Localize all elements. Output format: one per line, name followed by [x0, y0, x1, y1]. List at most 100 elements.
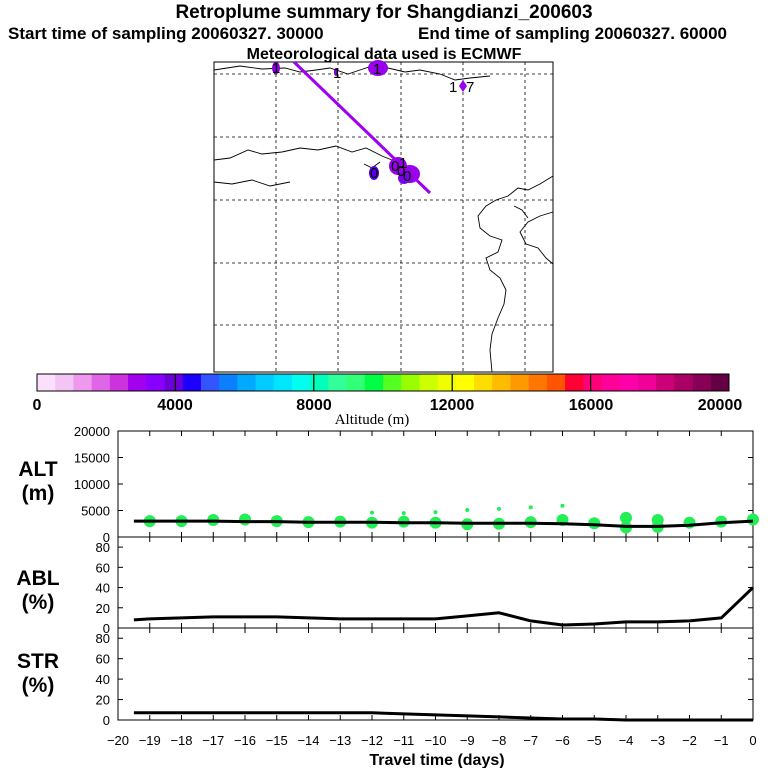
y-tick-label: 20	[96, 693, 110, 708]
alt-scatter-point	[651, 514, 664, 527]
colorbar-dividers	[174, 374, 592, 391]
border-line	[213, 179, 291, 187]
chart-title: Retroplume summary for Shangdianzi_20060…	[175, 2, 593, 23]
x-tick-label: −10	[424, 733, 446, 748]
str-axis-label: STR	[17, 650, 59, 673]
colorbar-cell	[91, 374, 111, 391]
y-tick-label: 15000	[74, 451, 110, 466]
colorbar-frame	[36, 373, 730, 392]
alt-axis-label: ALT	[18, 458, 57, 481]
y-tick-label: 40	[96, 581, 110, 596]
colorbar-cell	[637, 374, 657, 391]
colorbar-cell	[255, 374, 275, 391]
panel-ylabels: ALT (m) ABL (%) STR (%)	[16, 458, 59, 697]
x-tick-label: −1	[714, 733, 729, 748]
colorbar-cell	[182, 374, 202, 391]
y-tick-label: 20	[96, 601, 110, 616]
colorbar-cell	[656, 374, 675, 391]
x-tick-label: −20	[107, 733, 129, 748]
abl-series-line	[133, 586, 755, 627]
colorbar-cell	[692, 374, 712, 391]
colorbar-cell	[73, 374, 93, 391]
coastline-east	[477, 175, 554, 373]
map-panel: 1 1 1 1 0 0 0 0 1 7	[213, 60, 554, 373]
colorbar-ticks: 0 4000 8000 12000 16000 20000	[33, 397, 743, 414]
time-series-panels: ALT (m) ABL (%) STR (%) 0 5000 10000 15000 2…	[16, 424, 759, 768]
alt-scatter-point	[560, 503, 565, 508]
colorbar-cell	[310, 374, 329, 391]
x-tick-label: −8	[492, 733, 507, 748]
x-tick-label: −7	[523, 733, 538, 748]
map-label: 1	[373, 61, 381, 78]
colorbar-cell	[492, 374, 511, 391]
alt-axis-unit: (m)	[22, 482, 55, 505]
y-tick-label: 60	[96, 652, 110, 667]
x-tick-label: −9	[460, 733, 475, 748]
alt-panel: 0 5000 10000 15000 20000	[74, 424, 759, 545]
y-tick-label: 0	[103, 621, 110, 636]
x-tick-label: −19	[139, 733, 161, 748]
colorbar-cell	[419, 374, 439, 391]
alt-scatter-point	[239, 513, 251, 526]
x-tick-label: −15	[266, 733, 288, 748]
alt-scatter-point	[497, 506, 501, 511]
y-tick-label: 0	[103, 713, 110, 728]
alt-series-line	[133, 519, 754, 528]
abl-panel: 0 20 40 60 80	[96, 536, 755, 636]
colorbar-cell	[346, 374, 366, 391]
met-data-label: Meteorological data used is ECMWF	[246, 46, 522, 63]
map-label: 0	[397, 163, 405, 180]
colorbar-cell	[164, 374, 184, 391]
y-tick-label: 40	[96, 672, 110, 687]
plume-blob	[272, 62, 280, 74]
colorbar-cell	[565, 374, 584, 391]
colorbar-tick: 8000	[296, 397, 332, 414]
colorbar-cell	[364, 374, 384, 391]
colorbar-tick: 0	[33, 397, 42, 414]
colorbar-cell	[528, 374, 548, 391]
y-tick-label: 80	[96, 540, 110, 555]
map-label: 1	[399, 155, 407, 172]
colorbar-cell	[383, 374, 402, 391]
alt-scatter-point	[370, 510, 374, 515]
x-tick-label: −14	[297, 733, 319, 748]
x-tick-label: −16	[234, 733, 256, 748]
plume-blob	[398, 172, 410, 184]
coastline-peninsula	[519, 211, 554, 265]
colorbar-cell	[200, 374, 220, 391]
y-tick-label: 5000	[81, 504, 110, 519]
colorbar-tick: 16000	[569, 397, 614, 414]
abl-axis-unit: (%)	[22, 591, 55, 614]
colorbar-cell	[510, 374, 530, 391]
alt-scatter-point	[620, 511, 632, 524]
x-tick-label: −11	[393, 733, 414, 748]
colorbar-cell	[55, 374, 74, 391]
colorbar-cell	[437, 374, 457, 391]
alt-scatter-point	[433, 510, 438, 515]
colorbar-cell	[546, 374, 566, 391]
colorbar-cell	[237, 374, 257, 391]
map-label: 0	[391, 158, 399, 175]
colorbar-cell	[109, 374, 129, 391]
str-series-line	[133, 711, 753, 722]
x-tick-label: −6	[555, 733, 570, 748]
colorbar-cells	[37, 374, 730, 391]
map-gridlines	[214, 62, 553, 372]
plume-blob	[368, 60, 388, 76]
colorbar-cell	[328, 374, 348, 391]
colorbar-cell	[583, 374, 603, 391]
map-label: 1	[272, 60, 280, 77]
str-panel: 0 20 40 60 80	[96, 627, 754, 728]
colorbar-cell	[474, 374, 493, 391]
colorbar-cell	[710, 374, 730, 391]
colorbar-cell	[601, 374, 621, 391]
x-axis: −20 −19 −18 −17 −16 −15 −14 −13 −12 −11 −10 −9 −8 −7−…	[107, 733, 757, 748]
map-label: 0	[370, 165, 378, 182]
alt-scatter-point	[465, 507, 470, 512]
map-day-labels: 1 1 1 1 0 0 0 0 1 7	[272, 60, 474, 185]
x-tick-label: −3	[650, 733, 665, 748]
colorbar-cell	[291, 374, 311, 391]
y-tick-label: 80	[96, 631, 110, 646]
plume-blobs	[272, 60, 467, 184]
alt-scatter-point	[528, 505, 533, 510]
